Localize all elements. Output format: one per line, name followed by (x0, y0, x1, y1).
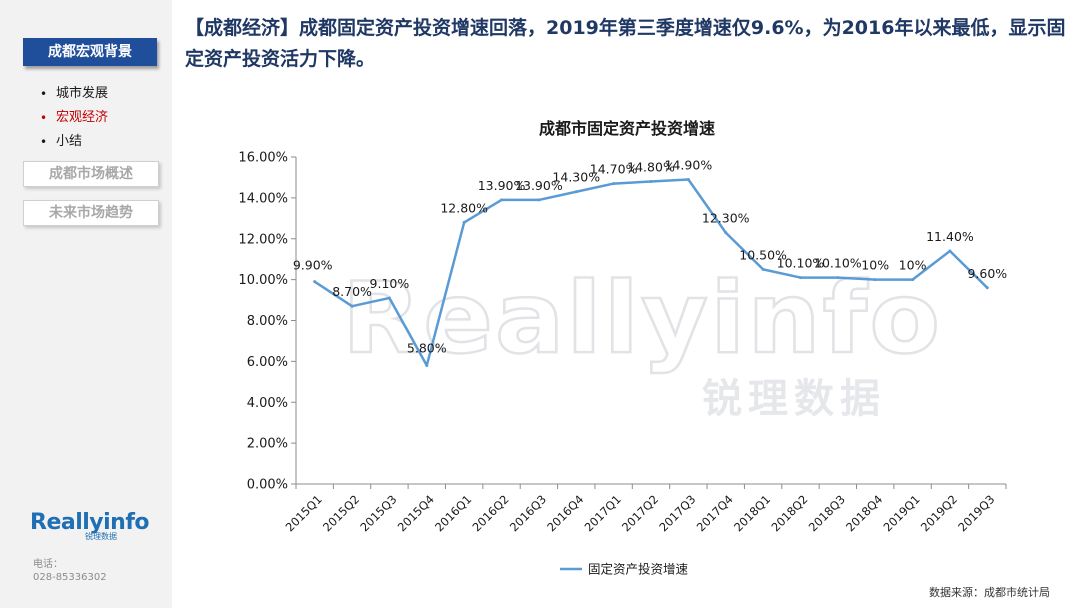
data-point (425, 363, 429, 367)
x-tick-label: 2015Q4 (395, 492, 437, 534)
data-label: 10.10% (814, 256, 862, 271)
y-tick-label: 4.00% (247, 396, 288, 411)
data-label: 9.90% (293, 258, 333, 273)
nav-subitem-list: • 城市发展 • 宏观经济 • 小结 (40, 82, 108, 154)
data-label: 10% (861, 258, 889, 273)
y-tick-label: 16.00% (238, 151, 288, 166)
chart-series: 9.90%8.70%9.10%5.80%12.80%13.90%13.90%14… (293, 157, 1007, 367)
nav-subitem-summary[interactable]: • 小结 (40, 130, 108, 154)
contact-phone: 028-85336302 (33, 572, 107, 583)
nav-subitem-label: 宏观经济 (56, 110, 109, 125)
nav-section-market-overview[interactable]: 成都市场概述 (23, 161, 159, 187)
data-label: 12.30% (702, 211, 750, 226)
nav-subitem-city-development[interactable]: • 城市发展 (40, 82, 108, 106)
data-label: 10.10% (777, 256, 825, 271)
data-label: 8.70% (332, 284, 372, 299)
x-tick-label: 2018Q3 (806, 492, 848, 534)
data-label: 14.80% (627, 160, 675, 175)
line-chart: Reallyinfo 锐理数据 成都市固定资产投资增速 0.00% 2.00% 4.… (238, 119, 1007, 577)
sidebar: 成都宏观背景 • 城市发展 • 宏观经济 • 小结 成都市场概述 未来市场趋势 Rea… (0, 0, 172, 608)
data-label: 10% (899, 258, 927, 273)
data-label: 10.50% (739, 247, 787, 262)
data-point (985, 286, 989, 290)
data-point (387, 296, 391, 300)
x-tick-label: 2019Q1 (881, 492, 923, 534)
nav-subitem-label: 小结 (56, 134, 83, 149)
chart-legend: 固定资产投资增速 (560, 562, 689, 577)
data-point (724, 231, 728, 235)
y-tick-label: 10.00% (238, 273, 288, 288)
data-point (350, 304, 354, 308)
x-tick-label: 2018Q2 (768, 492, 810, 534)
x-tick-label: 2017Q3 (656, 492, 698, 534)
x-tick-label: 2017Q1 (582, 492, 624, 534)
data-point (574, 190, 578, 194)
data-label: 13.90% (478, 178, 526, 193)
data-label: 5.80% (407, 340, 447, 355)
watermark-subtext: 锐理数据 (702, 376, 886, 422)
x-tick-label: 2016Q4 (544, 492, 586, 534)
data-point (948, 249, 952, 253)
data-label: 9.60% (967, 266, 1007, 281)
x-tick-label: 2016Q2 (469, 492, 511, 534)
data-label: 13.90% (515, 178, 563, 193)
company-logo: Reallyinfo 锐理数据 (30, 510, 150, 542)
nav-subitem-macro-economy[interactable]: • 宏观经济 (40, 106, 108, 130)
data-point (462, 220, 466, 224)
data-point (612, 182, 616, 186)
data-point (873, 278, 877, 282)
contact-info: 电话： 028-85336302 (33, 558, 107, 584)
x-tick-label: 2015Q3 (357, 492, 399, 534)
x-tick-label: 2018Q4 (843, 492, 885, 534)
logo-subtext: 锐理数据 (85, 532, 117, 541)
y-tick-label: 0.00% (247, 478, 288, 493)
data-source-note: 数据来源：成都市统计局 (929, 586, 1050, 599)
data-point (537, 198, 541, 202)
data-point (798, 276, 802, 280)
data-point (313, 280, 317, 284)
x-tick-label: 2017Q4 (694, 492, 736, 534)
data-point (911, 278, 915, 282)
data-label: 9.10% (370, 276, 410, 291)
data-label: 14.90% (665, 157, 713, 172)
data-point (500, 198, 504, 202)
watermark: Reallyinfo 锐理数据 (341, 261, 942, 422)
data-label: 12.80% (440, 200, 488, 215)
chart-title: 成都市固定资产投资增速 (539, 119, 715, 138)
page-headline: 【成都经济】成都固定资产投资增速回落，2019年第三季度增速仅9.6%，为201… (185, 17, 1066, 70)
data-point (761, 267, 765, 271)
nav-section-macro-background[interactable]: 成都宏观背景 (23, 38, 157, 66)
x-tick-label: 2019Q2 (918, 492, 960, 534)
data-label: 14.30% (552, 170, 600, 185)
x-tick-label: 2017Q2 (619, 492, 661, 534)
x-tick-label: 2018Q1 (731, 492, 773, 534)
legend-label: 固定资产投资增速 (588, 562, 689, 577)
watermark-wordmark: Reallyinfo (342, 262, 942, 376)
logo-wordmark: Reallyinfo (30, 510, 150, 535)
contact-label: 电话： (33, 559, 63, 570)
y-tick-label: 12.00% (238, 232, 288, 247)
bullet-icon: • (40, 111, 48, 125)
nav-section-future-trends[interactable]: 未来市场趋势 (23, 200, 159, 226)
y-tick-label: 14.00% (238, 191, 288, 206)
data-point (686, 177, 690, 181)
data-point (649, 180, 653, 184)
x-tick-label: 2015Q2 (320, 492, 362, 534)
bullet-icon: • (40, 87, 48, 101)
bullet-icon: • (40, 135, 48, 149)
x-tick-label: 2016Q3 (507, 492, 549, 534)
nav-subitem-label: 城市发展 (56, 86, 109, 101)
x-tick-label: 2019Q3 (955, 492, 997, 534)
x-tick-label: 2015Q1 (283, 492, 325, 534)
y-tick-label: 2.00% (247, 437, 288, 452)
x-tick-label: 2016Q1 (432, 492, 474, 534)
data-point (836, 276, 840, 280)
y-tick-label: 8.00% (247, 314, 288, 329)
y-tick-label: 6.00% (247, 355, 288, 370)
data-label: 14.70% (590, 162, 638, 177)
data-label: 11.40% (926, 229, 974, 244)
